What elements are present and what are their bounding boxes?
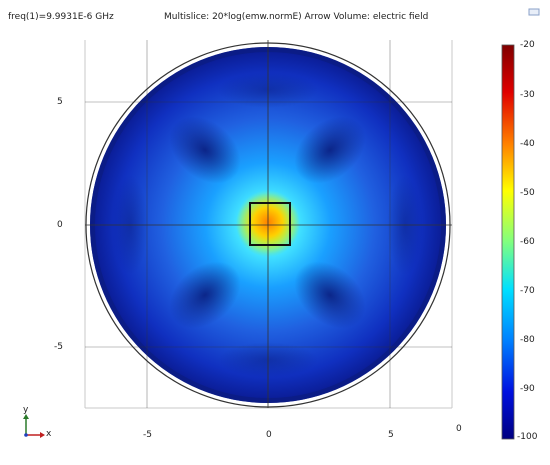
x-tick-neg5: -5: [143, 430, 152, 440]
x-tick-5: 5: [388, 430, 394, 440]
window-restore-icon[interactable]: [528, 8, 540, 16]
colorbar-label: -70: [520, 286, 535, 296]
frequency-label: freq(1)=9.9931E-6 GHz: [8, 12, 114, 22]
y-tick-neg5: -5: [54, 342, 63, 352]
colorbar-label: -80: [520, 335, 535, 345]
axis-y-label: y: [23, 405, 29, 415]
plot-title: Multislice: 20*log(emw.normE) Arrow Volu…: [164, 12, 429, 22]
y-tick-0: 0: [57, 220, 63, 230]
central-source-square: [249, 202, 291, 246]
colorbar-label: -100: [517, 432, 538, 442]
colorbar-label: -40: [520, 139, 535, 149]
x-tick-extra: 0: [456, 424, 462, 434]
colorbar-label: -30: [520, 90, 535, 100]
colorbar-label: -50: [520, 188, 535, 198]
colorbar: [501, 44, 515, 440]
colorbar-label: -20: [520, 40, 535, 50]
colorbar-label: -90: [520, 384, 535, 394]
x-tick-0: 0: [266, 430, 272, 440]
axis-x-label: x: [46, 429, 52, 439]
axis-orientation-indicator: y x: [18, 405, 58, 445]
axis-arrows-icon: [23, 414, 45, 438]
colorbar-label: -60: [520, 237, 535, 247]
y-tick-5: 5: [57, 97, 63, 107]
